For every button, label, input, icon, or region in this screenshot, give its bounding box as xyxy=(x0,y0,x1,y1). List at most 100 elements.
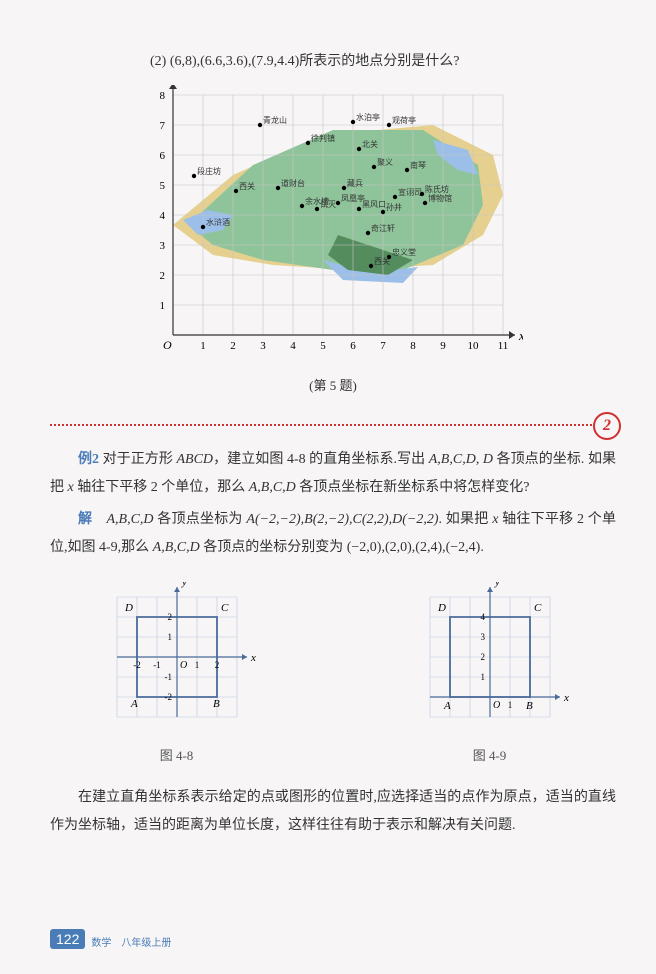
svg-text:试灭: 试灭 xyxy=(320,199,336,209)
svg-text:6: 6 xyxy=(160,150,166,162)
ex-t0: 对于正方形 xyxy=(103,452,177,467)
svg-text:O: O xyxy=(180,660,187,671)
svg-text:徐判镇: 徐判镇 xyxy=(311,133,335,143)
svg-text:y: y xyxy=(494,582,500,588)
svg-text:奇江轩: 奇江轩 xyxy=(371,223,395,233)
svg-text:孙井: 孙井 xyxy=(386,202,402,212)
svg-text:5: 5 xyxy=(320,340,326,352)
ex-d: D xyxy=(483,452,493,467)
svg-text:3: 3 xyxy=(160,240,166,252)
svg-text:道财台: 道财台 xyxy=(281,178,305,188)
svg-text:10: 10 xyxy=(468,340,480,352)
page-number: 122 xyxy=(50,929,85,949)
section-badge: 2 xyxy=(593,412,621,440)
svg-text:北关: 北关 xyxy=(362,139,378,149)
ex-t3: 轴往下平移 2 个单位，那么 xyxy=(74,480,249,495)
svg-text:x: x xyxy=(563,692,569,704)
svg-text:4: 4 xyxy=(290,340,296,352)
example-label: 例2 xyxy=(78,452,99,467)
svg-text:y: y xyxy=(181,582,187,588)
svg-text:5: 5 xyxy=(160,180,166,192)
section-separator: 2 xyxy=(50,424,616,426)
question-2-text: (2) (6,8),(6.6,3.6),(7.9,4.4)所表示的地点分别是什么… xyxy=(150,50,616,70)
svg-text:8: 8 xyxy=(410,340,416,352)
ex-abcds2: A,B,C,D xyxy=(249,480,296,495)
svg-text:3: 3 xyxy=(260,340,266,352)
svg-text:9: 9 xyxy=(440,340,446,352)
svg-text:水浒酒: 水浒酒 xyxy=(206,217,230,227)
svg-text:6: 6 xyxy=(350,340,356,352)
svg-text:B: B xyxy=(213,698,220,710)
svg-text:3: 3 xyxy=(480,632,485,642)
sol-abcds2: A,B,C,D xyxy=(153,540,200,555)
map-figure: 青龙山徐判镇水泊亭观荷亭北关聚义南琴段庄坊西关道财台藏兵余水槽试灭凤凰亭黑风口宣… xyxy=(50,85,616,365)
svg-text:忠义堂: 忠义堂 xyxy=(392,247,416,257)
svg-text:2: 2 xyxy=(160,270,166,282)
svg-text:x: x xyxy=(250,652,256,664)
ex-abcds: A,B,C,D xyxy=(429,452,476,467)
svg-text:1: 1 xyxy=(200,340,206,352)
svg-text:-1: -1 xyxy=(164,672,172,682)
page-footer: 122 数学 八年级上册 xyxy=(50,929,171,949)
svg-text:1: 1 xyxy=(167,632,172,642)
svg-text:7: 7 xyxy=(380,340,386,352)
map-caption: (第 5 题) xyxy=(50,375,616,394)
sol-t0: 各顶点坐标为 xyxy=(154,512,247,527)
svg-text:2: 2 xyxy=(480,652,485,662)
svg-text:西关: 西关 xyxy=(374,256,390,266)
svg-text:11: 11 xyxy=(498,340,509,352)
svg-text:4: 4 xyxy=(160,210,166,222)
svg-text:O: O xyxy=(163,338,172,352)
svg-text:2: 2 xyxy=(167,612,172,622)
svg-text:黑风口: 黑风口 xyxy=(362,200,386,209)
svg-text:A: A xyxy=(130,698,138,710)
svg-text:2: 2 xyxy=(214,660,219,670)
svg-text:B: B xyxy=(526,700,533,712)
svg-text:宣诩司: 宣诩司 xyxy=(398,187,422,197)
footer-text: 数学 八年级上册 xyxy=(91,934,171,949)
ex-t4: 各顶点坐标在新坐标系中将怎样变化? xyxy=(296,480,530,495)
solution-paragraph: 解 A,B,C,D 各顶点坐标为 A(−2,−2),B(2,−2),C(2,2)… xyxy=(50,506,616,562)
svg-text:8: 8 xyxy=(160,90,166,102)
svg-text:D: D xyxy=(437,602,446,614)
svg-text:C: C xyxy=(221,602,229,614)
svg-text:水泊亭: 水泊亭 xyxy=(356,112,380,122)
svg-text:A: A xyxy=(443,700,451,712)
svg-text:博物馆: 博物馆 xyxy=(428,193,452,203)
svg-text:x: x xyxy=(518,328,523,343)
svg-text:1: 1 xyxy=(480,672,485,682)
svg-text:青龙山: 青龙山 xyxy=(263,115,287,125)
svg-text:西关: 西关 xyxy=(239,181,255,191)
ex-abcd: ABCD xyxy=(176,452,213,467)
svg-text:1: 1 xyxy=(194,660,199,670)
figure-4-8: -2 -1 1 2 -2 -1 1 2 A B C D Ox y 图 4-8 xyxy=(97,582,257,764)
svg-text:南琴: 南琴 xyxy=(410,160,426,170)
svg-text:7: 7 xyxy=(160,120,166,132)
svg-text:O: O xyxy=(493,700,500,711)
svg-text:-1: -1 xyxy=(153,660,161,670)
svg-text:藏兵: 藏兵 xyxy=(347,178,363,188)
svg-text:段庄坊: 段庄坊 xyxy=(197,166,221,176)
svg-text:4: 4 xyxy=(480,612,485,622)
svg-text:-2: -2 xyxy=(133,660,141,670)
svg-text:1: 1 xyxy=(160,300,166,312)
fig48-caption: 图 4-8 xyxy=(97,745,257,764)
ex-t1: ，建立如图 4-8 的直角坐标系.写出 xyxy=(213,452,429,467)
svg-text:2: 2 xyxy=(230,340,236,352)
sol-coords: A(−2,−2),B(2,−2),C(2,2),D(−2,2) xyxy=(246,512,438,527)
svg-text:1: 1 xyxy=(507,700,512,710)
svg-text:-2: -2 xyxy=(164,692,172,702)
figure-4-9: 1 1 2 3 4 A B C D Ox y 图 4-9 xyxy=(410,582,570,764)
sol-t1: . 如果把 xyxy=(439,512,493,527)
svg-text:陈氏坊: 陈氏坊 xyxy=(425,184,449,194)
svg-text:聚义: 聚义 xyxy=(377,158,393,167)
sol-t3: 各顶点的坐标分别变为 (−2,0),(2,0),(2,4),(−2,4). xyxy=(200,540,484,555)
svg-text:观荷亭: 观荷亭 xyxy=(392,115,416,125)
example-paragraph: 例2 对于正方形 ABCD，建立如图 4-8 的直角坐标系.写出 A,B,C,D… xyxy=(50,446,616,502)
sol-abcds: A,B,C,D xyxy=(106,512,153,527)
svg-text:C: C xyxy=(534,602,542,614)
svg-text:D: D xyxy=(124,602,133,614)
solution-label: 解 xyxy=(78,512,92,527)
figures-row: -2 -1 1 2 -2 -1 1 2 A B C D Ox y 图 4-8 1 1 2 3 4 A B C D Ox y 图… xyxy=(50,582,616,764)
fig49-caption: 图 4-9 xyxy=(410,745,570,764)
